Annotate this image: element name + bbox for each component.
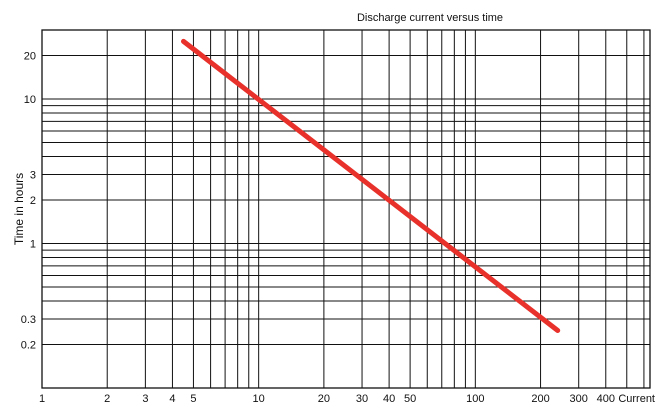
- x-tick-label: 1: [39, 393, 45, 405]
- x-tick-label: 30: [356, 393, 368, 405]
- discharge-line: [181, 38, 561, 333]
- x-tick-label: 10: [253, 393, 265, 405]
- y-axis-label: Time in hours: [12, 173, 26, 245]
- x-tick-label: 40: [383, 393, 395, 405]
- chart-title: Discharge current versus time: [357, 12, 503, 24]
- x-tick-label: 20: [318, 393, 330, 405]
- x-tick-labels: 1 2 3 4 5 10 20 30 40 50 100 200 300 400: [39, 393, 615, 405]
- y-tick-labels: 20 10 3 2 1 0.3 0.2: [21, 50, 36, 351]
- x-tick-label: 100: [466, 393, 484, 405]
- x-tick-label: 3: [142, 393, 148, 405]
- y-tick-label: 0.3: [21, 314, 36, 326]
- x-tick-label: 5: [190, 393, 196, 405]
- grid: [42, 30, 650, 388]
- x-tick-label: 400: [597, 393, 615, 405]
- x-tick-label: 200: [531, 393, 549, 405]
- x-tick-label: 4: [169, 393, 175, 405]
- x-tick-label: 2: [104, 393, 110, 405]
- y-tick-label: 3: [30, 170, 36, 182]
- y-tick-label: 2: [30, 195, 36, 207]
- x-tick-label: 50: [404, 393, 416, 405]
- y-tick-label: 1: [30, 238, 36, 250]
- y-tick-label: 10: [24, 94, 36, 106]
- x-tick-label: 300: [570, 393, 588, 405]
- x-axis-label: Current: [618, 393, 655, 405]
- series-layer: [181, 38, 561, 333]
- y-tick-label: 0.2: [21, 339, 36, 351]
- y-tick-label: 20: [24, 50, 36, 62]
- plot-frame: [41, 29, 651, 389]
